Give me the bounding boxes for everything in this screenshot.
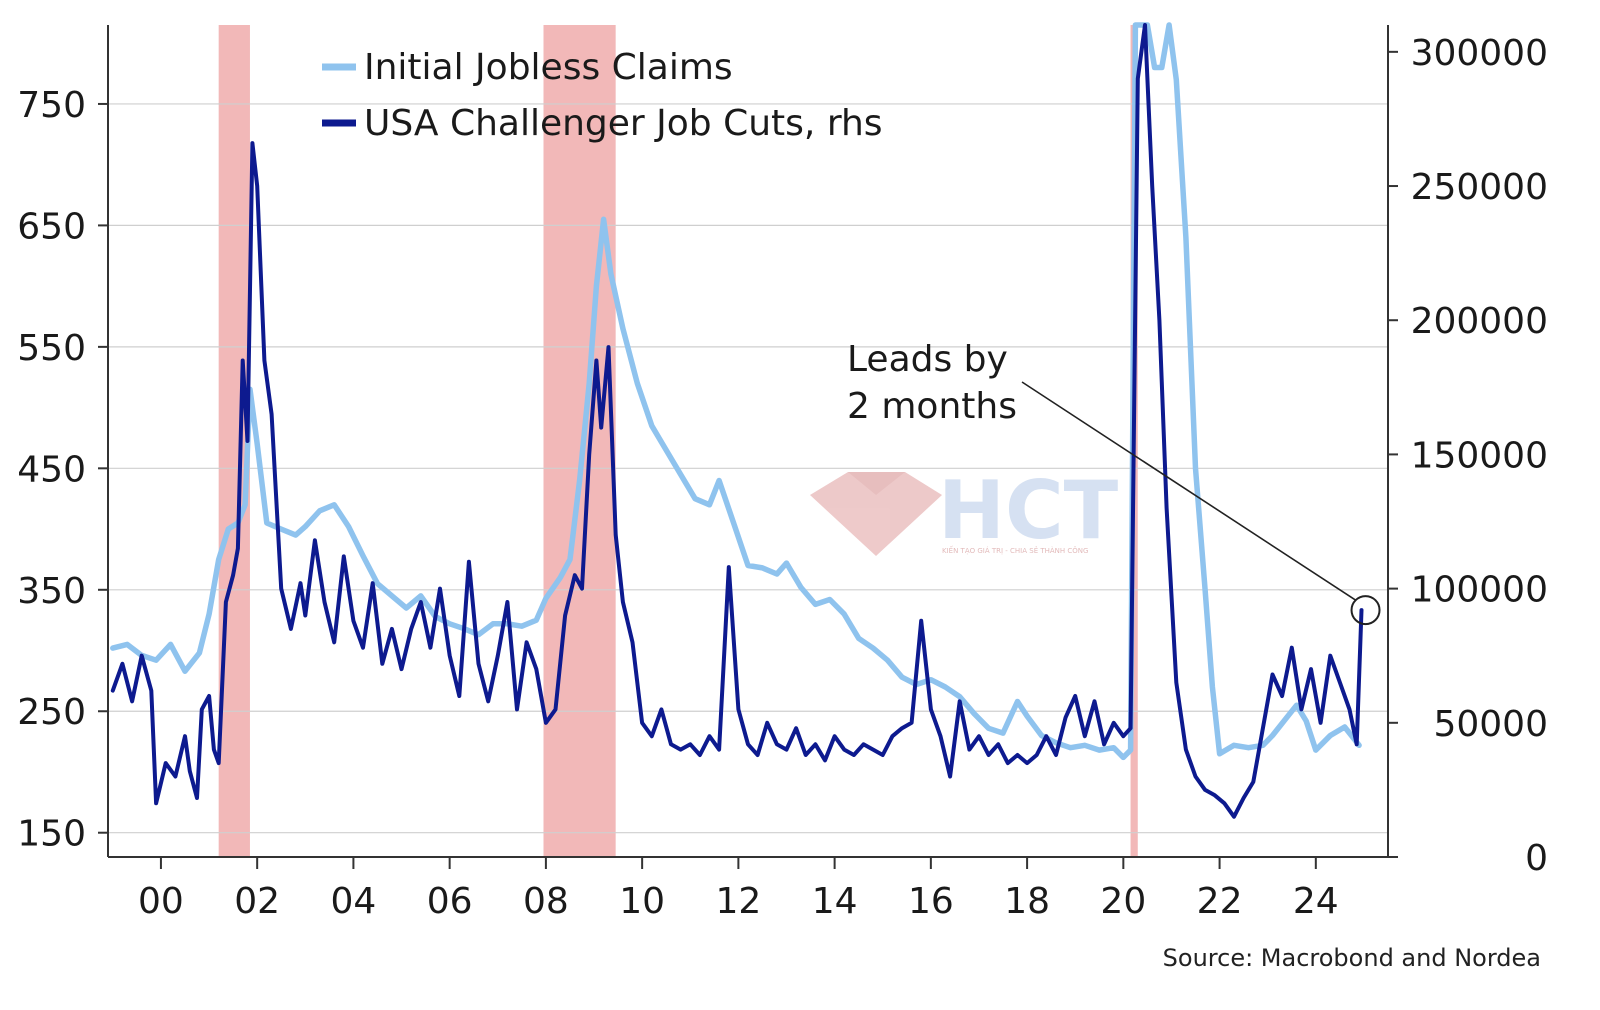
x-tick-label-8: 16 — [908, 881, 954, 922]
series-lines — [110, 22, 1364, 819]
y-left-tick-label-3: 450 — [17, 449, 86, 490]
annotation: Leads by 2 months — [847, 339, 1381, 626]
x-tick-label-0: 00 — [138, 881, 184, 922]
source-note: Source: Macrobond and Nordea — [1163, 944, 1541, 972]
legend: Initial Jobless Claims USA Challenger Jo… — [322, 47, 883, 144]
y-right-tick-label-6: 0 — [1525, 838, 1548, 879]
recession-band-1 — [543, 25, 616, 857]
x-tick-label-4: 08 — [523, 881, 569, 922]
legend-label-jobcuts: USA Challenger Job Cuts, rhs — [364, 103, 883, 144]
y-left-tick-label-0: 750 — [17, 85, 86, 126]
x-tick-label-3: 06 — [427, 881, 473, 922]
y-left-tick-label-1: 650 — [17, 206, 86, 247]
y-right-tick-label-3: 150000 — [1411, 435, 1548, 476]
series-line-initial-jobless-claims — [110, 22, 1362, 761]
axes: 750 650 550 450 350 250 150 300000 250000 200000 1… — [17, 25, 1548, 922]
annotation-leader-line — [1021, 381, 1356, 601]
y-left-tick-label-2: 550 — [17, 328, 86, 369]
y-left-tick-label-6: 150 — [17, 814, 86, 855]
x-tick-label-6: 12 — [715, 881, 761, 922]
watermark-diamond-facet — [848, 472, 905, 495]
x-tick-label-10: 20 — [1100, 881, 1146, 922]
y-right-tick-label-0: 300000 — [1411, 33, 1548, 74]
x-tick-label-2: 04 — [331, 881, 377, 922]
recession-band-0 — [218, 25, 250, 857]
annotation-line-2: 2 months — [847, 386, 1017, 427]
x-tick-label-11: 22 — [1197, 881, 1243, 922]
x-tick-label-1: 02 — [234, 881, 280, 922]
gridlines — [108, 103, 1388, 834]
watermark-diamond-icon — [810, 472, 942, 556]
series-line-challenger-job-cuts — [110, 23, 1364, 819]
annotation-line-1: Leads by — [847, 339, 1008, 380]
watermark-tagline: KIẾN TẠO GIÁ TRỊ - CHIA SẺ THÀNH CÔNG — [942, 545, 1088, 555]
x-tick-label-12: 24 — [1293, 881, 1339, 922]
y-right-tick-label-4: 100000 — [1411, 570, 1548, 611]
annotation-circle — [1350, 595, 1381, 626]
y-right-tick-label-5: 50000 — [1433, 704, 1548, 745]
y-left-tick-label-5: 250 — [17, 692, 86, 733]
y-right-tick-label-1: 250000 — [1411, 167, 1548, 208]
x-tick-label-7: 14 — [812, 881, 858, 922]
x-tick-label-9: 18 — [1004, 881, 1050, 922]
x-tick-label-5: 10 — [619, 881, 665, 922]
y-left-tick-label-4: 350 — [17, 571, 86, 612]
hct-watermark: HCT KIẾN TẠO GIÁ TRỊ - CHIA SẺ THÀNH CÔN… — [810, 464, 1119, 557]
y-right-tick-label-2: 200000 — [1411, 301, 1548, 342]
legend-label-claims: Initial Jobless Claims — [364, 47, 733, 88]
watermark-text: HCT — [938, 464, 1119, 557]
